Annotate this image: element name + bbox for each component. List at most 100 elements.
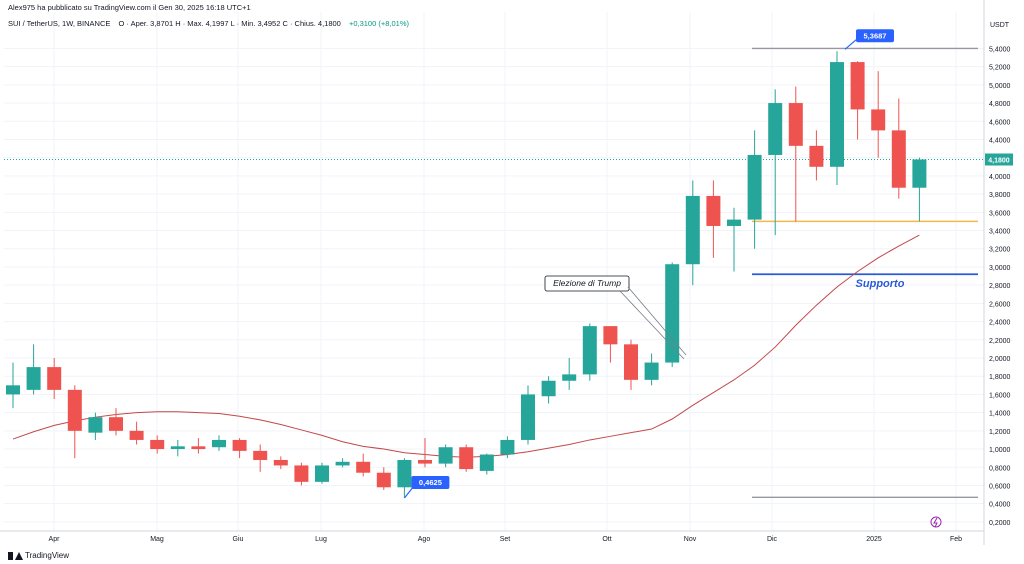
candle-up[interactable]	[88, 417, 103, 433]
candle-up[interactable]	[541, 380, 556, 397]
y-tick-label: 0,6000	[989, 483, 1011, 490]
candle-up[interactable]	[170, 446, 185, 450]
candle-down[interactable]	[191, 446, 206, 450]
lightning-bolt-icon	[933, 517, 938, 528]
candle-down[interactable]	[67, 389, 82, 431]
candle-up[interactable]	[315, 465, 329, 482]
candle-up[interactable]	[768, 103, 783, 155]
trump-callout-box	[544, 275, 630, 292]
price-change: +0,3100 (+8,01%)	[348, 19, 409, 28]
candle-down[interactable]	[418, 459, 432, 464]
brand-label: TradingView	[25, 551, 70, 560]
candle-down[interactable]	[273, 459, 288, 466]
candle-up[interactable]	[521, 394, 535, 440]
y-tick-label: 1,6000	[989, 392, 1011, 399]
lightning-event-icon[interactable]	[930, 516, 942, 528]
candle-down[interactable]	[603, 326, 618, 345]
x-tick-label: 2025	[866, 536, 882, 543]
y-tick-label: 0,4000	[989, 502, 1011, 509]
y-tick-label: 5,4000	[989, 46, 1011, 53]
y-tick-label: 2,0000	[989, 356, 1011, 363]
candle-up[interactable]	[582, 326, 597, 375]
y-tick-label: 4,0000	[989, 174, 1011, 181]
candle-up[interactable]	[6, 385, 20, 395]
trump-callout-pointer	[619, 290, 685, 360]
candle-up[interactable]	[685, 195, 700, 265]
candle-up[interactable]	[479, 454, 494, 471]
candle-up[interactable]	[438, 447, 453, 464]
y-tick-label: 4,8000	[989, 101, 1011, 108]
candle-down[interactable]	[788, 103, 803, 146]
candle-down[interactable]	[871, 109, 886, 131]
y-tick-label: 3,4000	[989, 229, 1011, 236]
high-marker-label: 5,3687	[864, 31, 887, 40]
candle-up[interactable]	[747, 154, 762, 220]
y-tick-label: 3,0000	[989, 265, 1011, 272]
candle-up[interactable]	[665, 264, 680, 363]
tradingview-icon	[8, 551, 23, 560]
x-tick-label: Apr	[49, 536, 61, 543]
currency-label: USDT	[990, 22, 1010, 29]
symbol-label[interactable]: SUI / TetherUS, 1W, BINANCE	[8, 19, 111, 28]
y-tick-label: 4,4000	[989, 137, 1011, 144]
candle-up[interactable]	[912, 159, 927, 188]
candle-up[interactable]	[26, 367, 41, 390]
trump-callout-pointer	[627, 286, 687, 356]
y-tick-label: 2,4000	[989, 320, 1011, 327]
y-tick-label: 3,6000	[989, 210, 1011, 217]
x-tick-label: Ott	[602, 536, 611, 543]
y-tick-label: 0,8000	[989, 465, 1011, 472]
candle-down[interactable]	[891, 130, 906, 188]
y-tick-label: 4,6000	[989, 119, 1011, 126]
candle-up[interactable]	[212, 439, 226, 448]
x-tick-label: Dic	[767, 536, 778, 543]
candle-up[interactable]	[397, 459, 412, 488]
candle-up[interactable]	[335, 461, 350, 466]
low-marker-label: 0,4625	[419, 478, 442, 487]
y-tick-label: 1,8000	[989, 374, 1011, 381]
moving-average-line	[12, 234, 920, 458]
candle-down[interactable]	[47, 367, 62, 390]
x-tick-label: Mag	[150, 536, 164, 543]
y-tick-label: 2,8000	[989, 283, 1011, 290]
low-marker-label-bg	[411, 475, 450, 489]
candle-up[interactable]	[830, 62, 844, 167]
trump-callout-text: Elezione di Trump	[553, 278, 621, 288]
x-tick-label: Ago	[418, 536, 431, 543]
y-tick-label: 5,2000	[989, 65, 1011, 72]
candle-down[interactable]	[809, 145, 824, 167]
candle-down[interactable]	[109, 417, 123, 431]
candle-down[interactable]	[624, 344, 638, 380]
low-marker-pointer	[403, 487, 413, 499]
x-tick-label: Feb	[950, 536, 962, 543]
candle-down[interactable]	[129, 430, 144, 440]
candle-down[interactable]	[150, 439, 165, 450]
candle-down[interactable]	[850, 62, 865, 110]
candle-down[interactable]	[376, 472, 391, 488]
y-tick-label: 1,2000	[989, 429, 1011, 436]
x-tick-label: Set	[500, 536, 511, 543]
symbol-ohlc-line: SUI / TetherUS, 1W, BINANCE O · Aper. 3,…	[8, 19, 409, 28]
candle-down[interactable]	[232, 439, 247, 451]
published-by-line: Alex975 ha pubblicato su TradingView.com…	[8, 3, 251, 12]
candle-down[interactable]	[253, 450, 268, 460]
high-marker-label-bg	[856, 29, 894, 43]
candle-up[interactable]	[500, 439, 515, 455]
candle-down[interactable]	[459, 447, 474, 470]
candle-down[interactable]	[356, 461, 371, 473]
y-tick-label: 2,6000	[989, 301, 1011, 308]
y-tick-label: 2,2000	[989, 338, 1011, 345]
x-tick-label: Lug	[315, 536, 327, 543]
x-tick-label: Nov	[684, 536, 697, 543]
support-annotation: Supporto	[856, 278, 905, 290]
candle-down[interactable]	[706, 195, 721, 226]
ohlc-values: O · Aper. 3,8701 H · Max. 4,1997 L · Min…	[118, 19, 341, 28]
candle-up[interactable]	[562, 374, 577, 381]
candle-up[interactable]	[644, 362, 659, 380]
candle-up[interactable]	[727, 219, 741, 226]
last-price-badge	[985, 153, 1013, 166]
candle-down[interactable]	[294, 465, 309, 482]
y-tick-label: 3,2000	[989, 247, 1011, 254]
tradingview-logo[interactable]: TradingView	[8, 551, 69, 560]
